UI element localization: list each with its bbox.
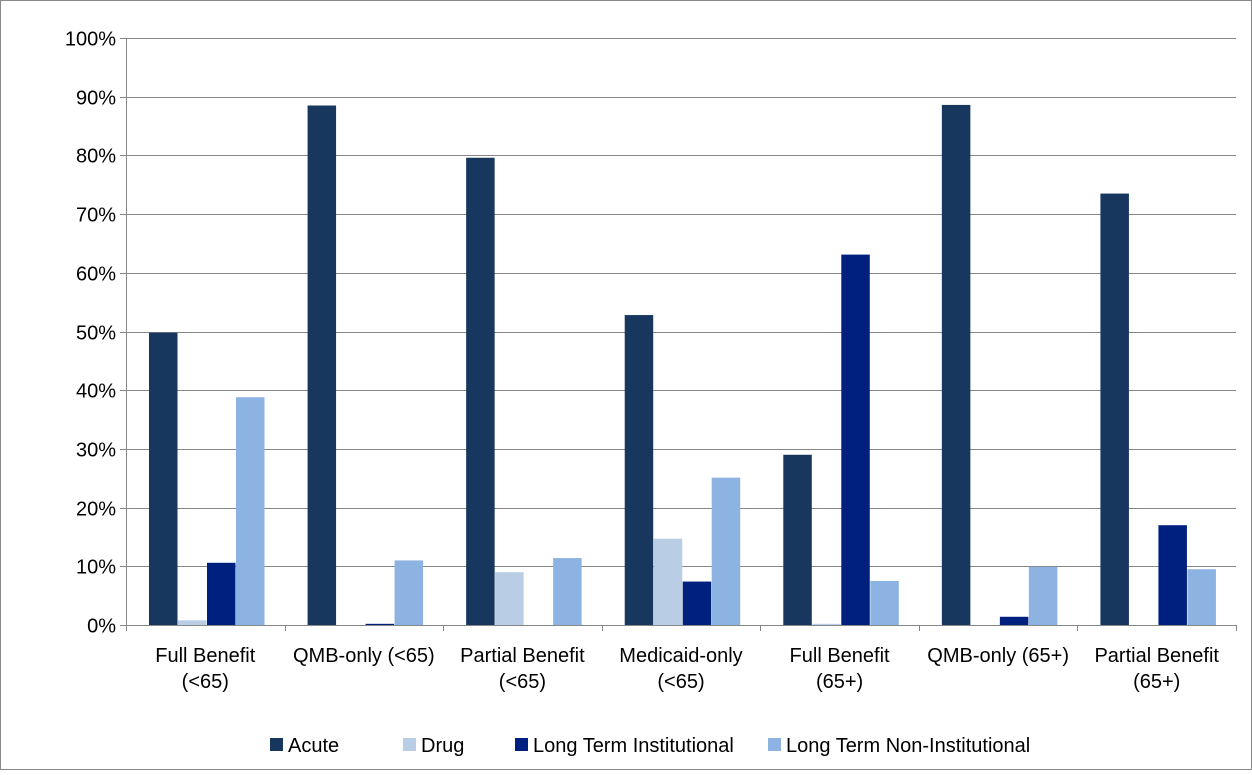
bar-long-term-institutional (682, 581, 712, 625)
legend-item: Drug (403, 735, 464, 757)
legend-label: Acute (288, 735, 339, 757)
legend-item: Acute (270, 735, 339, 757)
x-category-label: Full Benefit (65+) (790, 645, 890, 693)
bar-acute (466, 157, 495, 625)
x-category-label: Medicaid-only (<65) (619, 645, 742, 693)
y-tick-label: 40% (76, 381, 116, 403)
y-tick-label: 90% (76, 88, 116, 110)
bar-long-term-non-institutional (394, 560, 424, 625)
legend: Acute Drug Long Term Institutional Long Ter… (270, 735, 1030, 757)
y-tick-label: 60% (76, 264, 116, 286)
bar-long-term-institutional (999, 616, 1029, 625)
legend-swatch (768, 738, 781, 751)
bar-long-term-non-institutional (1028, 566, 1058, 625)
bar-long-term-institutional (1158, 525, 1187, 625)
legend-swatch (270, 738, 283, 751)
x-axis-labels: Full Benefit (<65) QMB-only (<65) Partial B… (155, 645, 1219, 693)
bar-drug (653, 538, 683, 625)
bar-drug (178, 620, 207, 625)
bar-drug (495, 572, 524, 625)
y-tick-label: 30% (76, 440, 116, 462)
y-tick-label: 70% (76, 205, 116, 227)
y-tick-label: 80% (76, 146, 116, 168)
x-category-label: QMB-only (65+) (927, 645, 1069, 667)
legend-label: Drug (421, 735, 464, 757)
bar-drug (812, 623, 841, 625)
bar-acute (941, 104, 971, 626)
legend-label: Long Term Institutional (533, 735, 734, 757)
legend-label: Long Term Non-Institutional (786, 735, 1030, 757)
bar-long-term-non-institutional (236, 397, 265, 625)
bar-long-term-non-institutional (711, 477, 741, 625)
bar-acute (783, 454, 812, 625)
x-category-label: Partial Benefit (65+) (1094, 645, 1219, 693)
y-tick-label: 0% (87, 616, 116, 638)
bar-acute (624, 315, 654, 625)
axes (126, 38, 1237, 631)
bar-long-term-non-institutional (553, 558, 582, 625)
bar-long-term-institutional (841, 254, 870, 625)
legend-item: Long Term Institutional (515, 735, 734, 757)
bar-acute (307, 105, 337, 625)
bar-long-term-non-institutional (1187, 569, 1216, 625)
legend-swatch (515, 738, 528, 751)
bar-acute (1100, 193, 1129, 625)
legend-item: Long Term Non-Institutional (768, 735, 1030, 757)
y-tick-label: 20% (76, 499, 116, 521)
bars (149, 104, 1216, 626)
x-category-label: Partial Benefit (<65) (460, 645, 585, 693)
x-category-label: Full Benefit (<65) (155, 645, 255, 693)
y-tick-label: 100% (65, 29, 116, 51)
y-axis-ticks: 0% 10% 20% 30% 40% 50% 60% 70% 80% 90% 100% (65, 29, 126, 638)
bar-acute (149, 332, 178, 625)
bar-long-term-institutional (207, 562, 236, 625)
legend-swatch (403, 738, 416, 751)
x-category-label: QMB-only (<65) (293, 645, 435, 667)
bar-long-term-institutional (365, 623, 395, 625)
bar-long-term-non-institutional (870, 580, 899, 625)
y-tick-label: 10% (76, 557, 116, 579)
y-tick-label: 50% (76, 323, 116, 345)
